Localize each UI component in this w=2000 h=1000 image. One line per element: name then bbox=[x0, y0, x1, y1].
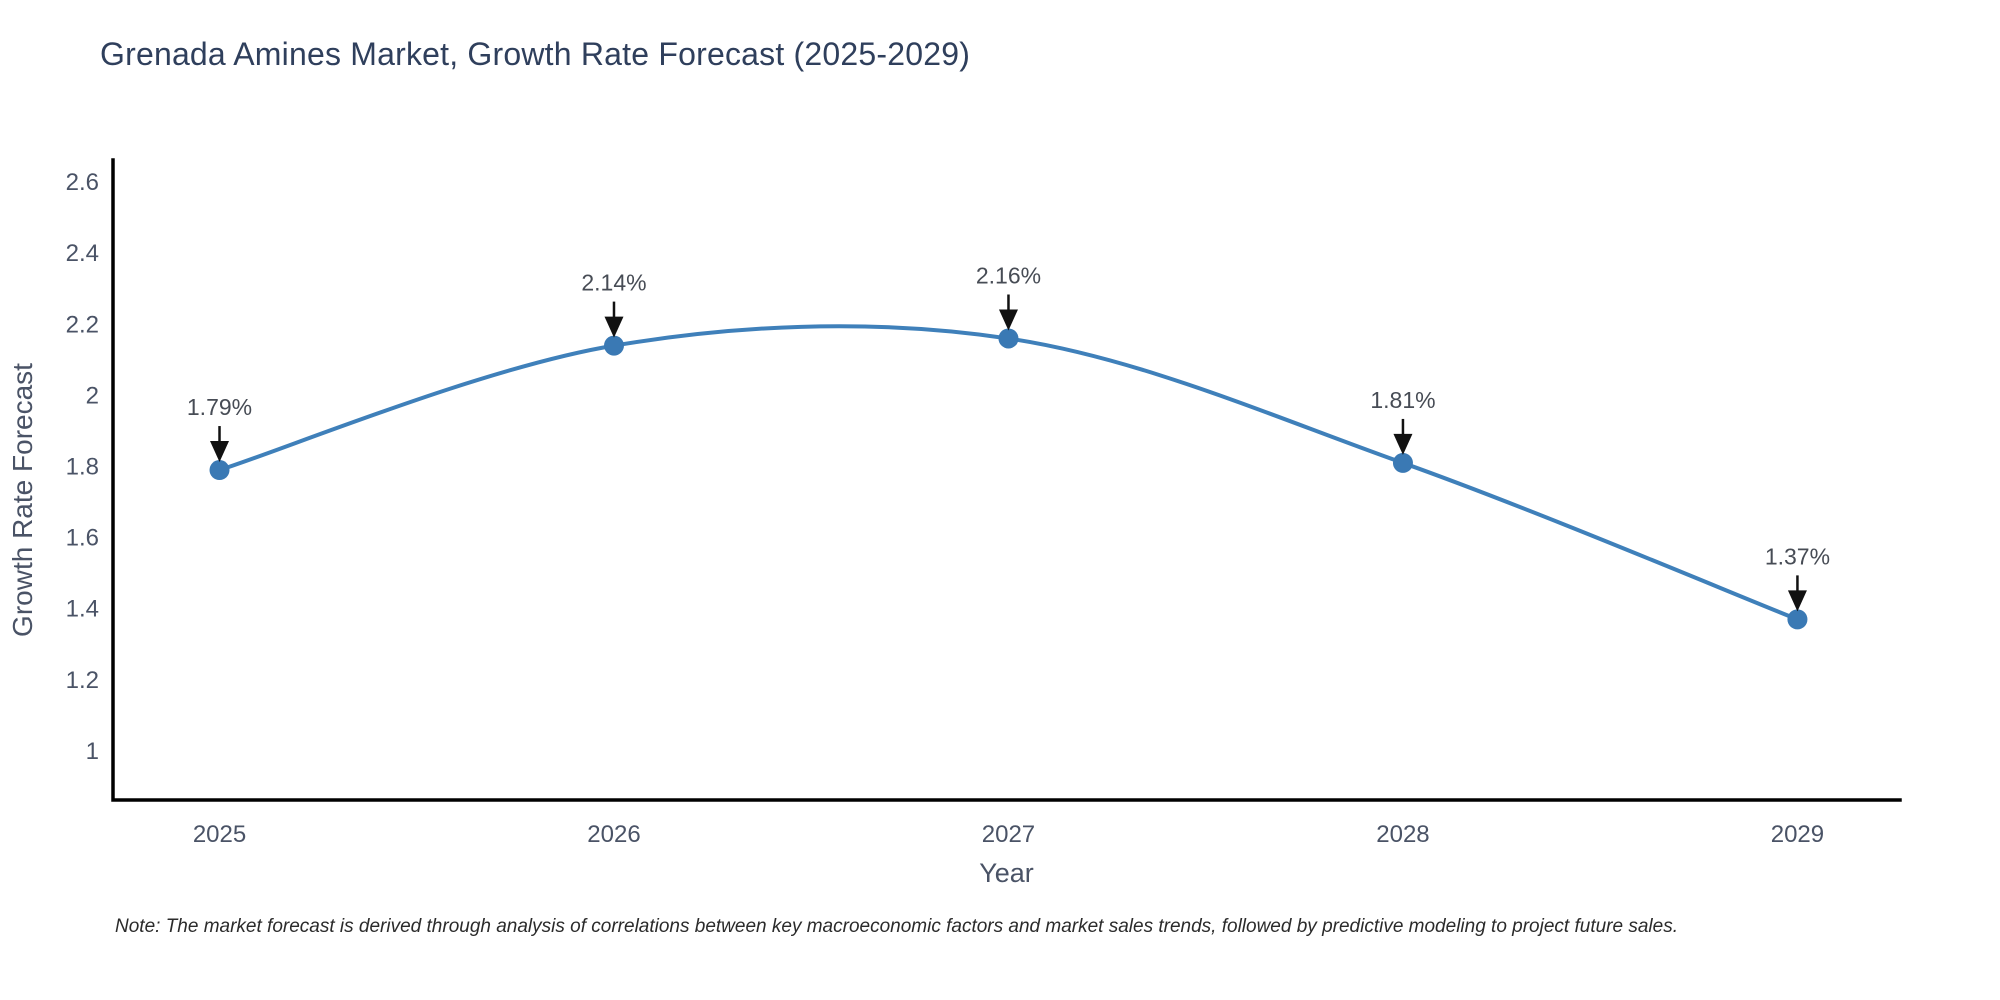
data-point bbox=[1392, 452, 1413, 473]
x-tick-label: 2028 bbox=[1376, 821, 1429, 848]
y-tick-label: 2 bbox=[86, 382, 99, 409]
annotation-arrow-head-icon bbox=[1787, 590, 1807, 612]
x-tick-label: 2029 bbox=[1771, 821, 1824, 848]
annotation-arrow-head-icon bbox=[1393, 433, 1413, 455]
annotation-arrow-head-icon bbox=[210, 441, 230, 463]
axis-line bbox=[111, 158, 1902, 802]
x-tick-label: 2025 bbox=[193, 821, 246, 848]
annotation-arrow-head-icon bbox=[604, 316, 624, 338]
data-point-annotation: 2.16% bbox=[976, 262, 1041, 288]
data-point bbox=[1787, 609, 1808, 630]
footnote: Note: The market forecast is derived thr… bbox=[115, 916, 1678, 937]
data-point bbox=[603, 335, 624, 356]
annotation-arrow-head-icon bbox=[998, 309, 1018, 331]
y-tick-label: 1.2 bbox=[66, 667, 99, 694]
data-point bbox=[998, 328, 1019, 349]
forecast-line bbox=[218, 324, 1799, 622]
y-tick-label: 1.8 bbox=[66, 453, 99, 480]
data-point-annotation: 1.37% bbox=[1765, 543, 1830, 569]
y-tick-label: 2.4 bbox=[66, 240, 99, 267]
x-tick-label: 2027 bbox=[982, 821, 1035, 848]
y-tick-label: 1.6 bbox=[66, 525, 99, 552]
y-axis-title: Growth Rate Forecast bbox=[7, 363, 38, 637]
data-point-annotation: 1.79% bbox=[187, 394, 252, 420]
y-tick-label: 1.4 bbox=[66, 596, 99, 623]
x-tick-label: 2026 bbox=[587, 821, 640, 848]
chart-title: Grenada Amines Market, Growth Rate Forec… bbox=[100, 36, 971, 72]
y-tick-label: 2.6 bbox=[66, 169, 99, 196]
y-tick-label: 1 bbox=[86, 738, 99, 765]
x-axis-title: Year bbox=[979, 858, 1034, 888]
y-tick-label: 2.2 bbox=[66, 311, 99, 338]
data-point-annotation: 1.81% bbox=[1370, 387, 1435, 413]
data-point bbox=[209, 460, 230, 481]
data-point-annotation: 2.14% bbox=[581, 270, 646, 296]
